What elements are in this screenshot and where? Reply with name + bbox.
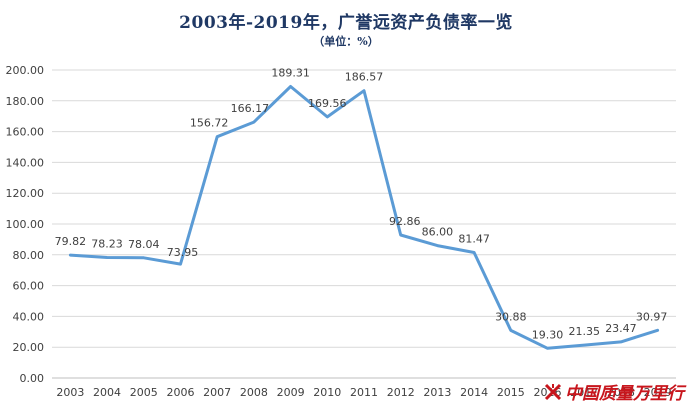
y-tick-label: 0.00 [20, 372, 45, 385]
x-tick-label: 2010 [313, 386, 341, 399]
chart-subtitle: （单位：%） [313, 35, 379, 48]
x-tick-label: 2012 [387, 386, 415, 399]
x-tick-label: 2004 [93, 386, 121, 399]
data-label: 21.35 [568, 325, 600, 338]
y-tick-label: 80.00 [13, 249, 45, 262]
data-label: 78.23 [91, 238, 123, 251]
y-tick-label: 100.00 [6, 218, 45, 231]
data-label: 86.00 [422, 226, 454, 239]
y-tick-label: 20.00 [13, 341, 45, 354]
x-tick-label: 2006 [166, 386, 194, 399]
x-tick-label: 2003 [56, 386, 84, 399]
watermark: 中国质量万里行 [544, 379, 684, 404]
x-tick-label: 2005 [130, 386, 158, 399]
x-tick-label: 2013 [423, 386, 451, 399]
data-label: 19.30 [532, 328, 564, 341]
y-tick-label: 60.00 [13, 280, 45, 293]
y-tick-label: 200.00 [6, 64, 45, 77]
data-label: 92.86 [389, 215, 421, 228]
x-tick-label: 2007 [203, 386, 231, 399]
data-label: 166.17 [231, 102, 270, 115]
watermark-logo-icon [544, 383, 562, 401]
data-label: 78.04 [128, 238, 160, 251]
x-tick-label: 2019 [644, 386, 672, 399]
x-tick-label: 2015 [497, 386, 525, 399]
x-tick-label: 2011 [350, 386, 378, 399]
series-line-0 [68, 85, 660, 350]
y-tick-label: 180.00 [6, 95, 45, 108]
x-tick-label: 2009 [277, 386, 305, 399]
data-label: 189.31 [271, 66, 310, 79]
watermark-text: 中国质量万里行 [565, 384, 684, 404]
data-label: 186.57 [345, 71, 384, 84]
data-label: 30.97 [636, 310, 668, 323]
x-tick-label: 2014 [460, 386, 488, 399]
y-tick-label: 140.00 [6, 156, 45, 169]
y-tick-label: 120.00 [6, 187, 45, 200]
data-label: 79.82 [55, 235, 87, 248]
x-axis-ticks: 2003 2004 2005 2006 2007 2008 2009 2010 2011 2012… [56, 386, 671, 399]
series-line [68, 85, 660, 350]
x-tick-label: 2018 [607, 386, 635, 399]
data-label: 73.95 [167, 246, 199, 259]
data-label: 156.72 [190, 117, 229, 130]
data-label: 169.56 [308, 97, 347, 110]
x-tick-label: 2017 [570, 386, 598, 399]
data-label: 81.47 [458, 233, 490, 246]
y-tick-label: 40.00 [13, 310, 45, 323]
data-label: 30.88 [495, 310, 527, 323]
data-label: 23.47 [605, 322, 637, 335]
y-axis-ticks: 0.00 20.00 40.00 60.00 80.00 100.00 120.00 140.… [6, 64, 45, 385]
chart-title: 2003年-2019年，广誉远资产负债率一览 [179, 13, 513, 33]
y-tick-label: 160.00 [6, 126, 45, 139]
x-tick-label: 2008 [240, 386, 268, 399]
